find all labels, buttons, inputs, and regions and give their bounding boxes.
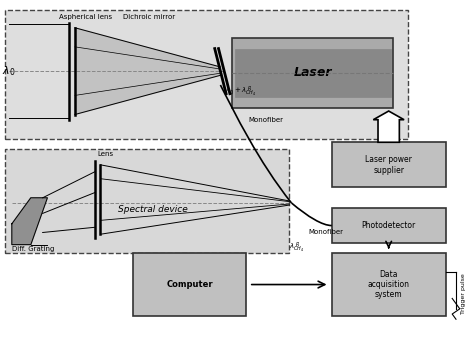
Bar	[133, 253, 246, 316]
Text: Trigger pulse: Trigger pulse	[461, 273, 466, 314]
Polygon shape	[12, 198, 47, 245]
Bar	[5, 149, 289, 253]
Text: $\lambda_0 + \lambda_{CH_4}^{\ R}$: $\lambda_0 + \lambda_{CH_4}^{\ R}$	[225, 85, 257, 99]
Text: Spectral device: Spectral device	[118, 205, 188, 214]
Text: Diff. Grating: Diff. Grating	[12, 246, 54, 252]
Bar	[332, 142, 446, 187]
Bar	[5, 10, 408, 139]
Polygon shape	[75, 28, 220, 115]
Text: Photodetector: Photodetector	[362, 221, 416, 230]
Text: Computer: Computer	[166, 280, 213, 289]
Text: Laser: Laser	[293, 66, 332, 79]
Text: $\lambda_{CH_4}^{\ R}$: $\lambda_{CH_4}^{\ R}$	[289, 241, 305, 255]
Text: $\lambda_0$: $\lambda_0$	[2, 64, 16, 78]
Text: Dichroic mirror: Dichroic mirror	[123, 14, 175, 20]
Bar	[235, 49, 391, 97]
Bar	[332, 208, 446, 243]
Text: Aspherical lens: Aspherical lens	[59, 14, 112, 20]
FancyArrow shape	[373, 111, 404, 142]
Text: Lens: Lens	[97, 151, 113, 157]
Text: Data
acquisition
system: Data acquisition system	[368, 270, 410, 299]
Text: Laser power
supplier: Laser power supplier	[365, 155, 412, 175]
Bar	[332, 253, 446, 316]
Bar	[232, 38, 393, 108]
Text: Monofiber: Monofiber	[308, 229, 343, 236]
Text: Monofiber: Monofiber	[249, 117, 284, 123]
